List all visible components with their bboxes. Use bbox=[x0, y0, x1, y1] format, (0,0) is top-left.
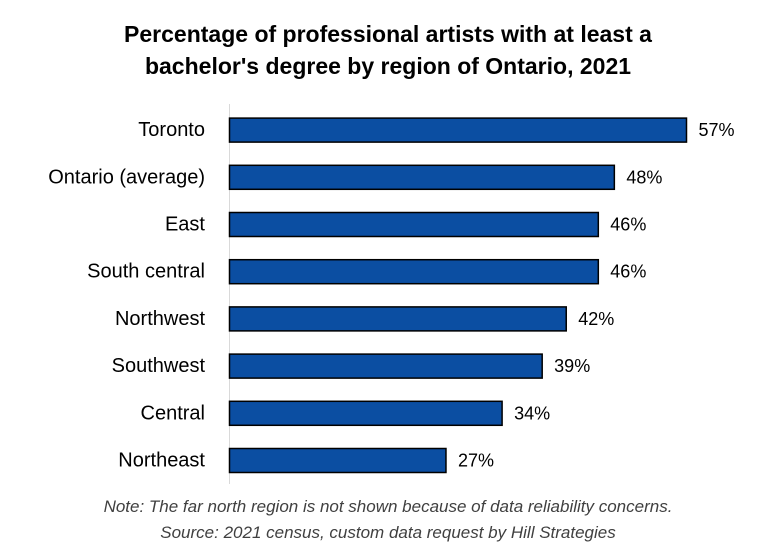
bar-northwest bbox=[228, 306, 567, 332]
chart-notes: Note: The far north region is not shown … bbox=[0, 494, 776, 546]
chart-title-line-2: bachelor's degree by region of Ontario, … bbox=[144, 53, 632, 79]
bar-southwest bbox=[228, 353, 543, 379]
bar-south-central bbox=[228, 258, 600, 285]
source-text: Source: 2021 census, custom data request… bbox=[160, 523, 616, 542]
value-label-east: 46% bbox=[610, 215, 646, 235]
bar-toronto bbox=[228, 117, 688, 143]
bar-east bbox=[228, 211, 600, 238]
category-label-south-central: South central bbox=[87, 261, 205, 283]
value-label-south-central: 46% bbox=[610, 262, 646, 282]
note-text: Note: The far north region is not shown … bbox=[103, 497, 673, 516]
category-label-northwest: Northwest bbox=[115, 308, 205, 330]
value-label-southwest: 39% bbox=[554, 356, 590, 376]
value-label-ontario-average: 48% bbox=[626, 167, 662, 187]
value-label-northwest: 42% bbox=[578, 309, 614, 329]
bar-central bbox=[228, 400, 503, 427]
value-label-toronto: 57% bbox=[699, 120, 735, 140]
bar-ontario-average bbox=[228, 164, 616, 191]
category-label-toronto: Toronto bbox=[138, 119, 205, 141]
chart-title-line-1: Percentage of professional artists with … bbox=[124, 21, 652, 47]
category-label-ontario-average: Ontario (average) bbox=[48, 166, 205, 188]
value-label-central: 34% bbox=[514, 403, 550, 423]
category-label-central: Central bbox=[141, 402, 205, 424]
bars-group: Toronto 57% Ontario (average) 48% East 46% Sou… bbox=[48, 117, 735, 474]
bar-northeast bbox=[228, 447, 447, 474]
chart-title: Percentage of professional artists with … bbox=[0, 18, 776, 82]
category-label-east: East bbox=[165, 214, 205, 236]
value-label-northeast: 27% bbox=[458, 451, 494, 471]
category-label-southwest: Southwest bbox=[112, 355, 206, 377]
category-label-northeast: Northeast bbox=[118, 450, 205, 472]
